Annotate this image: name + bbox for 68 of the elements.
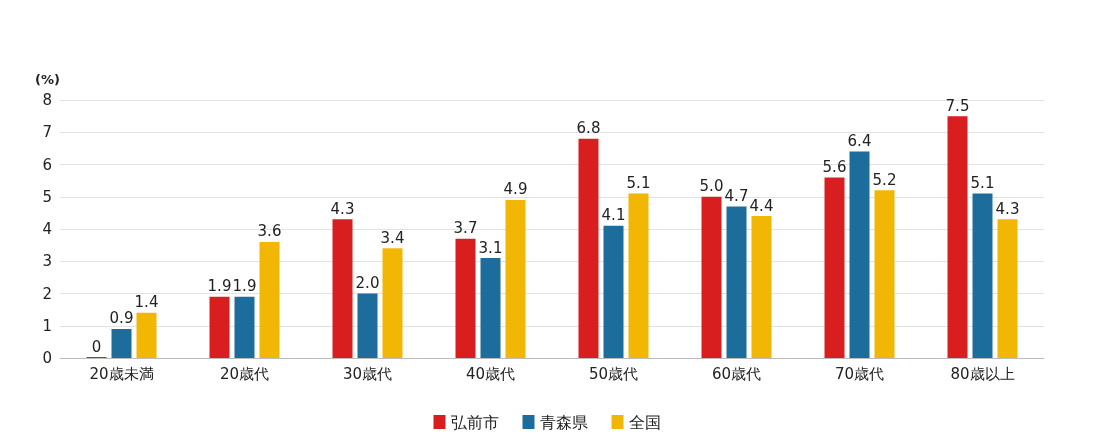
bar (726, 206, 747, 358)
y-tick-label: 8 (42, 91, 52, 109)
bar (382, 248, 403, 358)
data-label: 6.4 (847, 132, 872, 151)
bar (997, 219, 1018, 358)
x-tick-label: 50歳代 (588, 364, 639, 383)
x-tick-label: 40歳代 (465, 364, 516, 383)
bar (505, 199, 526, 358)
bar (357, 293, 378, 358)
x-tick-label: 20歳未満 (89, 364, 154, 383)
data-label: 1.9 (207, 277, 232, 296)
data-label: 6.8 (576, 119, 601, 138)
bar (701, 196, 722, 358)
data-label: 7.5 (945, 96, 970, 115)
bar (603, 225, 624, 358)
data-label: 4.7 (724, 186, 749, 205)
y-tick-label: 6 (42, 155, 52, 174)
data-label: 4.3 (995, 199, 1020, 218)
bar (332, 219, 353, 358)
x-tick-label: 60歳代 (711, 364, 762, 383)
bar (849, 151, 870, 358)
bar (874, 190, 895, 358)
data-label: 5.2 (872, 170, 897, 189)
data-label: 4.3 (330, 199, 355, 218)
legend-label: 全国 (628, 412, 661, 432)
y-tick-label: 1 (42, 316, 52, 335)
data-label: 0.9 (109, 309, 134, 328)
y-tick-label: 2 (42, 284, 52, 303)
bar (480, 258, 501, 358)
y-tick-label: 0 (42, 349, 52, 367)
bar (628, 193, 649, 358)
data-label: 5.1 (970, 174, 995, 193)
data-label: 5.0 (699, 177, 724, 196)
bar (209, 296, 230, 358)
data-label: 4.9 (503, 180, 528, 199)
x-tick-label: 20歳代 (219, 364, 270, 383)
bar (455, 238, 476, 358)
y-tick-label: 7 (42, 123, 52, 142)
x-tick-label: 70歳代 (834, 364, 885, 383)
y-tick-label: 5 (42, 187, 52, 206)
data-label: 1.4 (134, 293, 159, 312)
y-axis-title: (%) (35, 72, 60, 87)
bar (259, 241, 280, 358)
y-tick-label: 3 (42, 252, 52, 271)
data-label: 5.1 (626, 174, 651, 193)
bar (111, 328, 132, 358)
bar (972, 193, 993, 358)
legend-label: 青森県 (539, 412, 588, 432)
data-label: 4.1 (601, 206, 626, 225)
x-tick-label: 80歳以上 (950, 364, 1015, 383)
bar (578, 138, 599, 358)
data-label: 2.0 (355, 274, 380, 292)
data-label: 3.4 (380, 228, 405, 247)
data-label: 3.7 (453, 219, 478, 238)
x-tick-label: 30歳代 (342, 364, 393, 383)
bar (751, 216, 772, 358)
y-tick-label: 4 (42, 220, 52, 238)
legend-label: 弘前市 (450, 412, 499, 432)
bar (136, 312, 157, 358)
data-label: 4.4 (749, 196, 774, 215)
data-label: 1.9 (232, 277, 257, 296)
bar (824, 177, 845, 358)
data-label: 3.6 (257, 222, 282, 241)
bar (947, 116, 968, 358)
bar (234, 296, 255, 358)
data-label: 3.1 (478, 238, 503, 257)
data-label: 0 (91, 337, 102, 356)
data-label: 5.6 (822, 157, 847, 176)
